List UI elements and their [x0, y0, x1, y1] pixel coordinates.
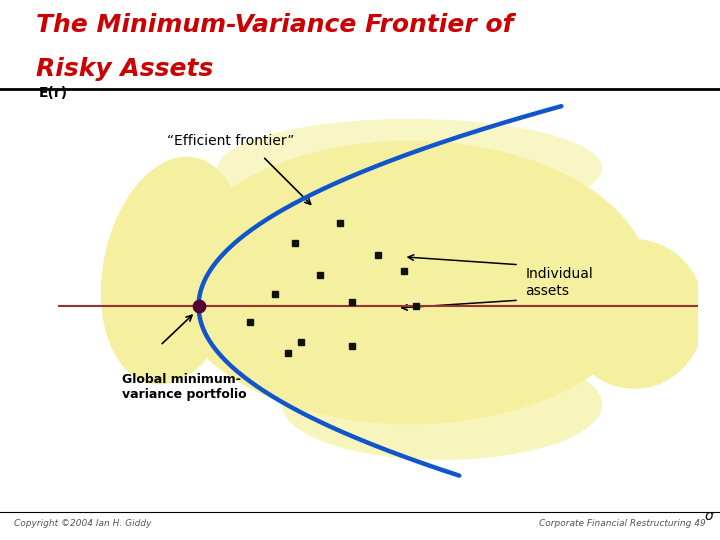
Text: The Minimum-Variance Frontier of: The Minimum-Variance Frontier of: [36, 14, 513, 37]
Text: Copyright ©2004 Ian H. Giddy: Copyright ©2004 Ian H. Giddy: [14, 519, 152, 529]
Ellipse shape: [282, 349, 602, 460]
Ellipse shape: [170, 140, 650, 424]
Text: Risky Assets: Risky Assets: [36, 57, 213, 80]
Text: Individual
assets: Individual assets: [526, 267, 593, 298]
Text: E(r): E(r): [38, 86, 68, 100]
Text: Global minimum-
variance portfolio: Global minimum- variance portfolio: [122, 373, 246, 401]
Ellipse shape: [218, 119, 602, 218]
Ellipse shape: [564, 239, 705, 389]
Ellipse shape: [101, 157, 245, 384]
Text: Corporate Financial Restructuring 49: Corporate Financial Restructuring 49: [539, 519, 706, 529]
Text: σ: σ: [705, 509, 714, 523]
Text: “Efficient frontier”: “Efficient frontier”: [167, 134, 294, 149]
Point: [193, 302, 204, 310]
